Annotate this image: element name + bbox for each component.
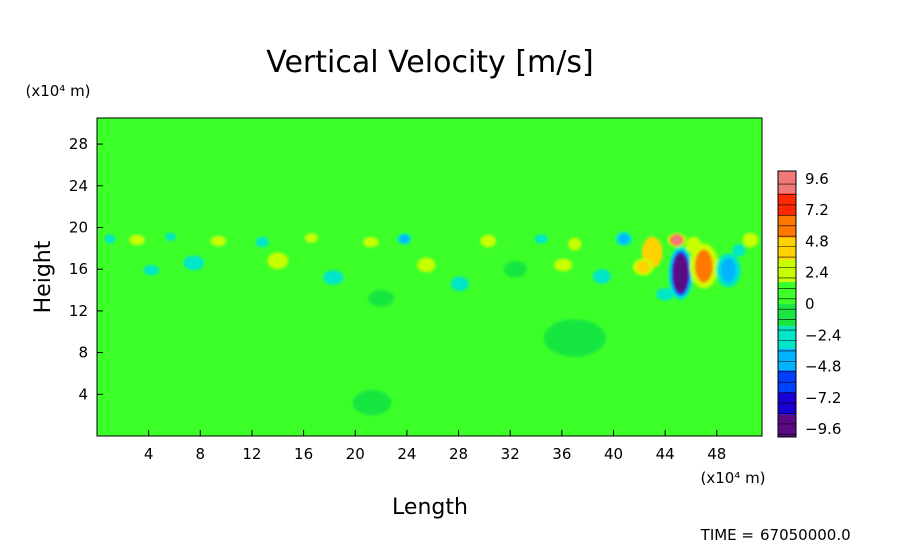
colorbar-swatch — [778, 326, 796, 349]
velocity-cell — [450, 276, 469, 292]
velocity-cell — [685, 236, 702, 254]
colorbar-swatch — [778, 370, 796, 393]
x-axis-label: Length — [392, 495, 468, 520]
velocity-cell — [672, 253, 689, 294]
velocity-cell — [143, 265, 159, 276]
velocity-cell — [183, 255, 205, 271]
colorbar-swatch — [778, 215, 796, 238]
velocity-cell — [636, 260, 650, 274]
colorbar-swatch — [778, 171, 796, 194]
colorbar-tick-label: 0 — [805, 295, 815, 313]
x-tick-label: 12 — [242, 445, 261, 463]
velocity-cell — [480, 234, 497, 248]
velocity-field — [104, 231, 759, 428]
velocity-cell — [322, 270, 344, 285]
colorbar-frame — [777, 170, 797, 438]
colorbar-tick-label: 4.8 — [805, 232, 829, 250]
colorbar-tick-label: −9.6 — [805, 420, 841, 438]
velocity-cell — [355, 360, 369, 378]
y-axis-ticks: 4 8 12 16 20 24 28 — [69, 135, 103, 403]
colorbar-swatch — [778, 281, 796, 304]
velocity-cell — [165, 232, 176, 242]
colorbar-swatch — [778, 414, 796, 437]
colorbar-swatch — [778, 304, 796, 327]
colorbar-swatch — [778, 392, 796, 415]
colorbar-swatch — [778, 348, 796, 371]
x-axis-ticks: 4 8 12 16 20 24 28 32 36 40 44 48 — [144, 430, 726, 463]
velocity-cell — [227, 282, 251, 300]
colorbar-swatch — [778, 259, 796, 282]
velocity-cell — [543, 319, 606, 357]
time-label: TIME = — [700, 526, 754, 544]
y-tick-label: 12 — [69, 302, 88, 320]
y-tick-label: 8 — [78, 344, 88, 362]
y-tick-label: 16 — [69, 260, 88, 278]
y-tick-label: 24 — [69, 177, 88, 195]
velocity-cell — [417, 257, 436, 273]
velocity-cell — [618, 233, 629, 245]
chart-title: Vertical Velocity [m/s] — [266, 45, 593, 80]
velocity-cell — [534, 234, 548, 244]
time-value: 67050000.0 — [760, 526, 851, 544]
velocity-cell — [267, 252, 289, 270]
plot-background — [97, 118, 762, 436]
velocity-cell — [363, 236, 379, 248]
colorbar-tick-label: −2.4 — [805, 326, 841, 344]
velocity-cell — [129, 234, 145, 246]
colorbar-tick-label: 2.4 — [805, 264, 829, 282]
plot-area — [96, 117, 763, 437]
y-axis-label: Height — [31, 240, 56, 313]
x-tick-label: 40 — [604, 445, 623, 463]
colorbar-swatch — [778, 193, 796, 216]
velocity-cell — [199, 402, 230, 428]
velocity-cell — [592, 269, 611, 284]
x-tick-label: 16 — [294, 445, 313, 463]
velocity-cell — [694, 249, 713, 283]
velocity-cell — [352, 390, 392, 416]
x-tick-label: 28 — [449, 445, 468, 463]
colorbar: 9.6 7.2 4.8 2.4 0 −2.4 −4.8 −7.2 −9.6 — [777, 170, 841, 438]
velocity-cell — [732, 244, 746, 257]
velocity-cell — [399, 234, 409, 244]
x-tick-label: 4 — [144, 445, 154, 463]
plot-frame — [96, 117, 763, 437]
velocity-cell — [470, 298, 491, 313]
velocity-cell — [249, 321, 286, 347]
x-tick-label: 44 — [656, 445, 675, 463]
colorbar-tick-label: 7.2 — [805, 201, 829, 219]
velocity-cell — [368, 290, 394, 307]
velocity-cell — [104, 234, 116, 244]
y-tick-label: 4 — [78, 385, 88, 403]
x-tick-label: 8 — [196, 445, 206, 463]
velocity-cell — [503, 260, 527, 278]
x-axis-unit: (x10⁴ m) — [700, 469, 765, 487]
x-tick-label: 20 — [346, 445, 365, 463]
x-tick-label: 24 — [397, 445, 416, 463]
y-tick-label: 28 — [69, 135, 88, 153]
velocity-cell — [742, 232, 759, 248]
velocity-cell — [255, 236, 269, 248]
velocity-cell — [622, 301, 644, 317]
colorbar-tick-label: −4.8 — [805, 358, 841, 376]
velocity-cell — [670, 234, 683, 246]
velocity-cell — [554, 258, 573, 272]
velocity-cell — [720, 257, 737, 283]
velocity-cell — [568, 237, 582, 251]
colorbar-tick-label: 9.6 — [805, 170, 829, 188]
velocity-cell — [656, 287, 675, 301]
time-readout: TIME = 67050000.0 — [700, 526, 851, 544]
velocity-cell — [210, 235, 227, 247]
x-tick-label: 36 — [552, 445, 571, 463]
y-axis-unit: (x10⁴ m) — [25, 82, 90, 100]
colorbar-tick-label: −7.2 — [805, 389, 841, 407]
x-tick-label: 48 — [707, 445, 726, 463]
y-tick-label: 20 — [69, 218, 88, 236]
x-tick-label: 32 — [501, 445, 520, 463]
velocity-cell — [304, 233, 318, 243]
colorbar-swatch — [778, 237, 796, 260]
